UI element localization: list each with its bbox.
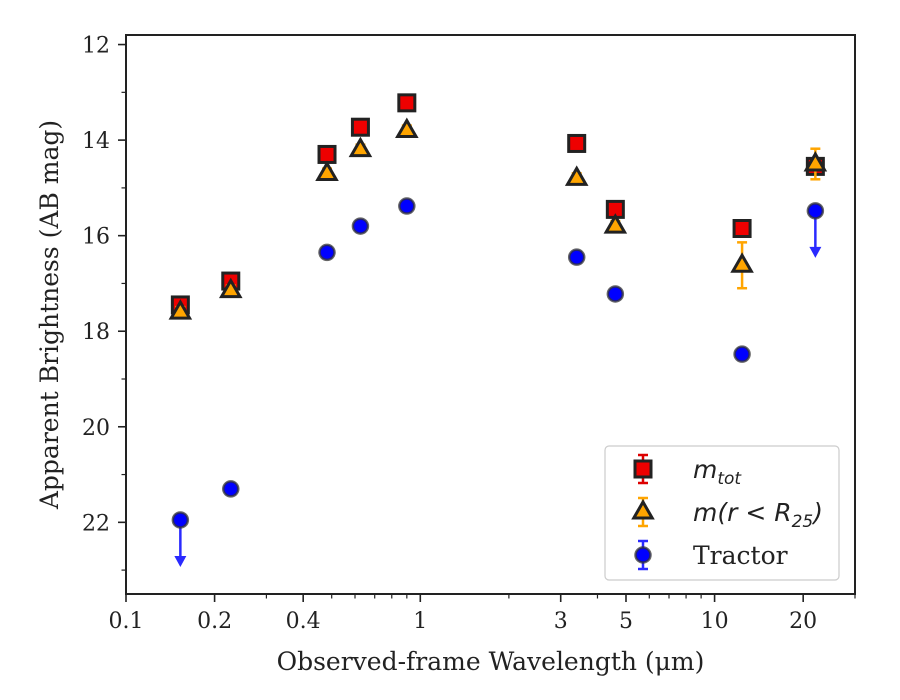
marker xyxy=(315,160,339,182)
series-circle xyxy=(171,197,825,567)
data-point xyxy=(348,136,373,158)
legend-marker xyxy=(634,546,652,564)
marker xyxy=(730,252,754,273)
data-point xyxy=(397,93,417,113)
x-tick-label: 0.4 xyxy=(286,609,321,634)
marker xyxy=(398,197,416,215)
marker xyxy=(606,285,625,303)
x-tick-label: 0.1 xyxy=(109,609,144,634)
x-tick-label: 5 xyxy=(619,609,633,634)
marker xyxy=(351,217,370,235)
data-point xyxy=(398,197,416,215)
x-axis-label: Observed-frame Wavelength (μm) xyxy=(277,647,705,676)
data-point xyxy=(395,117,419,139)
data-point xyxy=(733,345,751,363)
legend-marker xyxy=(633,459,653,479)
marker xyxy=(806,202,825,220)
y-tick-label: 16 xyxy=(82,225,110,250)
data-point xyxy=(567,133,587,153)
y-tick-label: 20 xyxy=(82,416,110,441)
legend-label: Tractor xyxy=(693,541,788,570)
data-point xyxy=(171,511,190,567)
marker xyxy=(218,277,243,299)
legend-marker xyxy=(631,498,655,520)
marker xyxy=(395,117,419,139)
x-tick-label: 0.2 xyxy=(197,609,232,634)
marker xyxy=(567,133,587,153)
y-tick-label: 12 xyxy=(82,34,110,59)
x-tick-label: 10 xyxy=(701,609,729,634)
data-point xyxy=(318,243,336,262)
data-point xyxy=(603,213,628,234)
legend-entry: m(r < R25) xyxy=(631,496,823,532)
legend: mtot m(r < R25) Tractor xyxy=(604,445,840,581)
data-point xyxy=(806,202,825,258)
marker xyxy=(564,165,589,186)
series-triangle xyxy=(168,117,828,320)
legend-box xyxy=(604,445,840,581)
upper-limit-arrow-head xyxy=(809,246,822,258)
marker xyxy=(317,144,337,164)
data-point xyxy=(606,285,625,303)
data-point xyxy=(218,277,243,299)
marker xyxy=(603,213,628,234)
y-tick-label: 14 xyxy=(82,129,110,154)
data-point xyxy=(351,217,370,235)
marker xyxy=(732,219,752,238)
points-layer xyxy=(168,93,828,567)
data-point xyxy=(317,144,337,164)
y-tick-label: 18 xyxy=(82,320,110,345)
legend-entry: mtot xyxy=(633,453,742,489)
legend-entry: Tractor xyxy=(634,539,788,571)
marker xyxy=(733,345,751,363)
data-point xyxy=(730,241,754,290)
marker xyxy=(171,511,190,529)
series-square xyxy=(170,93,825,315)
data-point xyxy=(567,248,586,266)
data-point xyxy=(315,160,339,182)
marker xyxy=(397,93,417,113)
marker xyxy=(350,117,370,137)
marker xyxy=(348,136,373,158)
legend-label: m(r < R25) xyxy=(693,498,823,532)
upper-limit-arrow-head xyxy=(174,555,187,567)
data-point xyxy=(222,480,240,498)
y-axis-label: Apparent Brightness (AB mag) xyxy=(35,120,64,510)
data-point xyxy=(732,219,752,238)
marker xyxy=(222,480,240,498)
legend-label: mtot xyxy=(693,455,742,489)
x-tick-label: 20 xyxy=(789,609,817,634)
data-point xyxy=(350,117,370,137)
marker xyxy=(168,299,193,320)
ticks-layer: 0.1 0.2 0.4 1 3 5 10 20 12 14 16 18 20 22 xyxy=(82,34,856,634)
data-point xyxy=(168,299,193,320)
data-point xyxy=(803,147,828,181)
plot-frame xyxy=(125,34,856,595)
marker xyxy=(803,150,828,172)
marker xyxy=(567,248,586,266)
marker xyxy=(318,243,336,262)
x-tick-label: 1 xyxy=(413,609,427,634)
data-point xyxy=(564,165,589,186)
x-tick-label: 3 xyxy=(554,609,568,634)
y-tick-label: 22 xyxy=(82,511,110,536)
